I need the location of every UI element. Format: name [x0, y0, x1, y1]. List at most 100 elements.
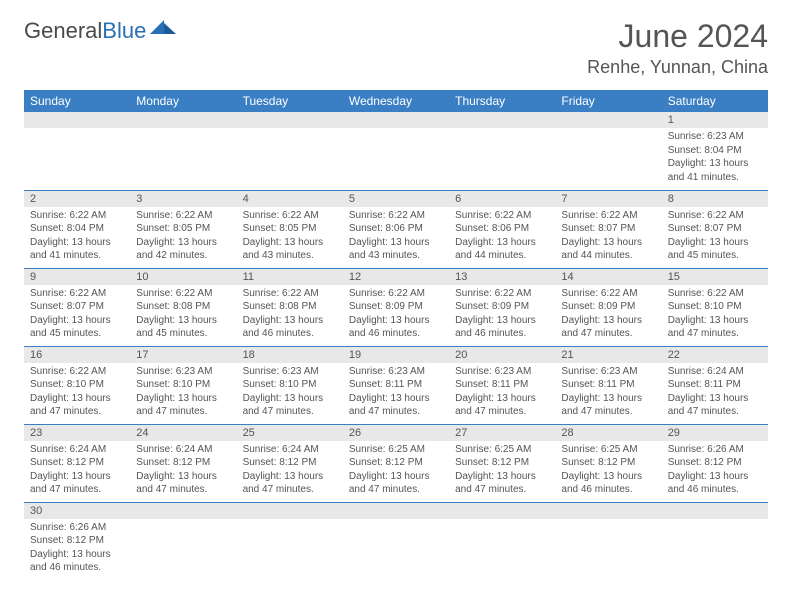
sunset-line: Sunset: 8:09 PM: [561, 300, 655, 314]
location: Renhe, Yunnan, China: [587, 57, 768, 78]
day-details: Sunrise: 6:22 AMSunset: 8:09 PMDaylight:…: [449, 285, 555, 345]
daylight-line: Daylight: 13 hours and 42 minutes.: [136, 236, 230, 263]
sunset-line: Sunset: 8:07 PM: [30, 300, 124, 314]
sunset-line: Sunset: 8:10 PM: [30, 378, 124, 392]
sunset-line: Sunset: 8:12 PM: [243, 456, 337, 470]
month-title: June 2024: [587, 18, 768, 55]
calendar-cell: 10Sunrise: 6:22 AMSunset: 8:08 PMDayligh…: [130, 268, 236, 346]
day-number: 7: [555, 191, 661, 207]
sunset-line: Sunset: 8:12 PM: [136, 456, 230, 470]
daylight-line: Daylight: 13 hours and 47 minutes.: [30, 392, 124, 419]
calendar-row: 30Sunrise: 6:26 AMSunset: 8:12 PMDayligh…: [24, 502, 768, 580]
brand-logo: GeneralBlue: [24, 18, 178, 44]
day-details: Sunrise: 6:22 AMSunset: 8:06 PMDaylight:…: [449, 207, 555, 267]
day-number-empty: [662, 503, 768, 519]
sunset-line: Sunset: 8:07 PM: [668, 222, 762, 236]
sunrise-line: Sunrise: 6:22 AM: [668, 209, 762, 223]
calendar-cell: 7Sunrise: 6:22 AMSunset: 8:07 PMDaylight…: [555, 190, 661, 268]
calendar-cell: 23Sunrise: 6:24 AMSunset: 8:12 PMDayligh…: [24, 424, 130, 502]
daylight-line: Daylight: 13 hours and 41 minutes.: [30, 236, 124, 263]
daylight-line: Daylight: 13 hours and 46 minutes.: [349, 314, 443, 341]
title-block: June 2024 Renhe, Yunnan, China: [587, 18, 768, 78]
day-number-empty: [237, 503, 343, 519]
daylight-line: Daylight: 13 hours and 47 minutes.: [349, 470, 443, 497]
sunset-line: Sunset: 8:06 PM: [455, 222, 549, 236]
calendar-cell: 28Sunrise: 6:25 AMSunset: 8:12 PMDayligh…: [555, 424, 661, 502]
sunset-line: Sunset: 8:04 PM: [668, 144, 762, 158]
daylight-line: Daylight: 13 hours and 47 minutes.: [561, 314, 655, 341]
day-number: 24: [130, 425, 236, 441]
daylight-line: Daylight: 13 hours and 47 minutes.: [136, 470, 230, 497]
daylight-line: Daylight: 13 hours and 45 minutes.: [136, 314, 230, 341]
day-number: 18: [237, 347, 343, 363]
calendar-cell: [343, 502, 449, 580]
day-number-empty: [449, 112, 555, 128]
daylight-line: Daylight: 13 hours and 46 minutes.: [668, 470, 762, 497]
day-number: 25: [237, 425, 343, 441]
day-number: 5: [343, 191, 449, 207]
calendar-cell: 12Sunrise: 6:22 AMSunset: 8:09 PMDayligh…: [343, 268, 449, 346]
calendar-cell: 11Sunrise: 6:22 AMSunset: 8:08 PMDayligh…: [237, 268, 343, 346]
day-number-empty: [130, 503, 236, 519]
sunrise-line: Sunrise: 6:22 AM: [349, 287, 443, 301]
day-number-empty: [555, 503, 661, 519]
day-details: Sunrise: 6:23 AMSunset: 8:10 PMDaylight:…: [237, 363, 343, 423]
sunrise-line: Sunrise: 6:26 AM: [30, 521, 124, 535]
calendar-cell: 2Sunrise: 6:22 AMSunset: 8:04 PMDaylight…: [24, 190, 130, 268]
calendar-table: SundayMondayTuesdayWednesdayThursdayFrid…: [24, 90, 768, 580]
day-number: 14: [555, 269, 661, 285]
sunset-line: Sunset: 8:07 PM: [561, 222, 655, 236]
calendar-row: 23Sunrise: 6:24 AMSunset: 8:12 PMDayligh…: [24, 424, 768, 502]
sunrise-line: Sunrise: 6:24 AM: [30, 443, 124, 457]
sunrise-line: Sunrise: 6:22 AM: [561, 209, 655, 223]
calendar-row: 9Sunrise: 6:22 AMSunset: 8:07 PMDaylight…: [24, 268, 768, 346]
calendar-cell: 22Sunrise: 6:24 AMSunset: 8:11 PMDayligh…: [662, 346, 768, 424]
sunrise-line: Sunrise: 6:22 AM: [30, 365, 124, 379]
day-number-empty: [343, 112, 449, 128]
day-number: 10: [130, 269, 236, 285]
calendar-cell: [555, 112, 661, 190]
daylight-line: Daylight: 13 hours and 47 minutes.: [243, 392, 337, 419]
day-number: 9: [24, 269, 130, 285]
weekday-header: Tuesday: [237, 90, 343, 112]
sunrise-line: Sunrise: 6:22 AM: [455, 287, 549, 301]
sunrise-line: Sunrise: 6:23 AM: [668, 130, 762, 144]
calendar-cell: 27Sunrise: 6:25 AMSunset: 8:12 PMDayligh…: [449, 424, 555, 502]
day-number: 26: [343, 425, 449, 441]
sunrise-line: Sunrise: 6:22 AM: [243, 287, 337, 301]
calendar-cell: 17Sunrise: 6:23 AMSunset: 8:10 PMDayligh…: [130, 346, 236, 424]
sunset-line: Sunset: 8:10 PM: [243, 378, 337, 392]
day-details: Sunrise: 6:23 AMSunset: 8:11 PMDaylight:…: [449, 363, 555, 423]
sunrise-line: Sunrise: 6:23 AM: [243, 365, 337, 379]
calendar-body: 1Sunrise: 6:23 AMSunset: 8:04 PMDaylight…: [24, 112, 768, 580]
daylight-line: Daylight: 13 hours and 47 minutes.: [668, 314, 762, 341]
day-number: 13: [449, 269, 555, 285]
sunset-line: Sunset: 8:12 PM: [30, 456, 124, 470]
day-number: 21: [555, 347, 661, 363]
daylight-line: Daylight: 13 hours and 46 minutes.: [561, 470, 655, 497]
calendar-cell: [555, 502, 661, 580]
daylight-line: Daylight: 13 hours and 41 minutes.: [668, 157, 762, 184]
sunset-line: Sunset: 8:10 PM: [136, 378, 230, 392]
calendar-cell: 25Sunrise: 6:24 AMSunset: 8:12 PMDayligh…: [237, 424, 343, 502]
daylight-line: Daylight: 13 hours and 47 minutes.: [455, 392, 549, 419]
sunset-line: Sunset: 8:08 PM: [243, 300, 337, 314]
sunset-line: Sunset: 8:12 PM: [30, 534, 124, 548]
sunrise-line: Sunrise: 6:22 AM: [561, 287, 655, 301]
weekday-header: Sunday: [24, 90, 130, 112]
calendar-cell: [130, 502, 236, 580]
calendar-cell: 9Sunrise: 6:22 AMSunset: 8:07 PMDaylight…: [24, 268, 130, 346]
day-details: Sunrise: 6:22 AMSunset: 8:07 PMDaylight:…: [662, 207, 768, 267]
calendar-row: 2Sunrise: 6:22 AMSunset: 8:04 PMDaylight…: [24, 190, 768, 268]
day-number: 19: [343, 347, 449, 363]
daylight-line: Daylight: 13 hours and 47 minutes.: [668, 392, 762, 419]
day-number: 20: [449, 347, 555, 363]
day-number-empty: [343, 503, 449, 519]
daylight-line: Daylight: 13 hours and 47 minutes.: [455, 470, 549, 497]
sunrise-line: Sunrise: 6:22 AM: [136, 287, 230, 301]
day-number: 11: [237, 269, 343, 285]
brand-part2: Blue: [102, 18, 146, 44]
calendar-cell: 6Sunrise: 6:22 AMSunset: 8:06 PMDaylight…: [449, 190, 555, 268]
day-details: Sunrise: 6:22 AMSunset: 8:07 PMDaylight:…: [24, 285, 130, 345]
day-number: 15: [662, 269, 768, 285]
